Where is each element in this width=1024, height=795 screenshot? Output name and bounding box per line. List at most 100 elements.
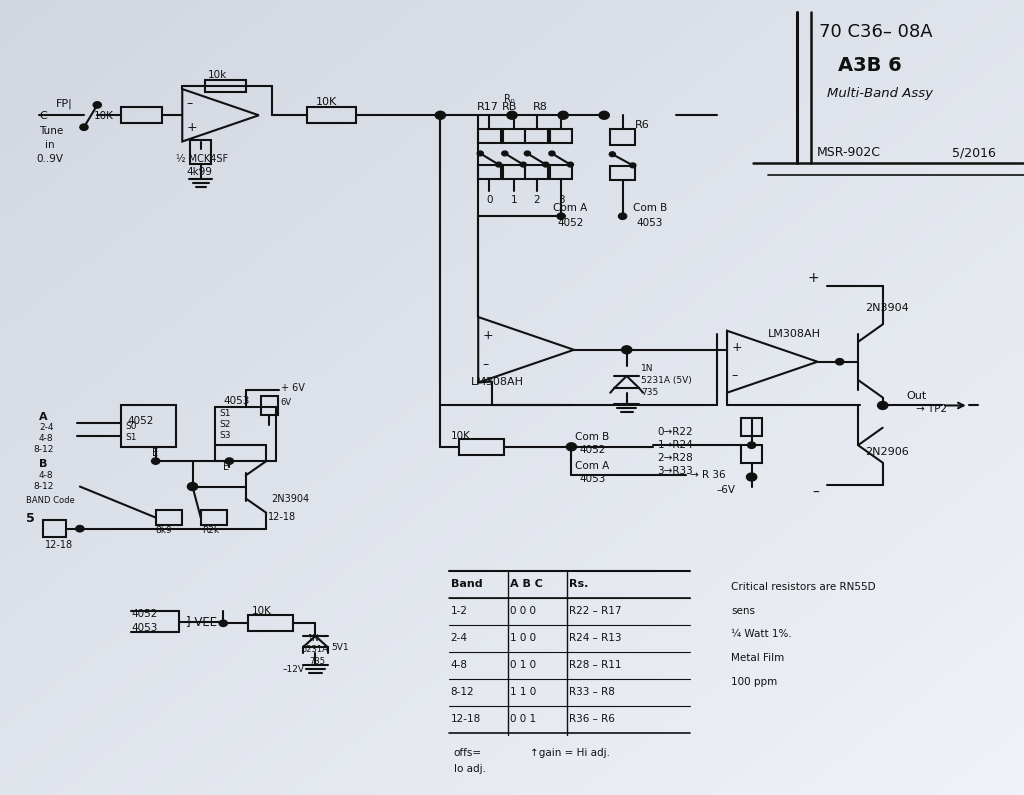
Text: B: B	[39, 460, 47, 469]
Circle shape	[836, 359, 844, 365]
Text: 4053: 4053	[223, 396, 250, 405]
Text: lo adj.: lo adj.	[454, 764, 485, 774]
Text: +: +	[482, 328, 493, 342]
Text: Com B: Com B	[575, 432, 609, 442]
Text: R24 – R13: R24 – R13	[569, 634, 622, 643]
Text: 4053: 4053	[580, 474, 606, 483]
Bar	[525, 129, 548, 143]
Bar	[478, 129, 501, 143]
Bar	[741, 418, 762, 436]
Circle shape	[93, 102, 101, 108]
Text: 0 0 1: 0 0 1	[510, 715, 537, 724]
Text: ¼ Watt 1%.: ¼ Watt 1%.	[731, 630, 792, 639]
Circle shape	[435, 111, 445, 119]
Text: 10K: 10K	[315, 97, 337, 107]
Text: Rs.: Rs.	[569, 580, 589, 589]
Text: + 6V: + 6V	[281, 383, 304, 393]
Text: 8-12: 8-12	[34, 482, 54, 491]
Text: 735: 735	[641, 388, 658, 398]
Circle shape	[524, 151, 530, 156]
Bar	[610, 129, 635, 145]
Text: S1: S1	[125, 432, 136, 442]
Text: –: –	[482, 358, 488, 371]
Text: 2N3904: 2N3904	[271, 494, 309, 504]
Bar	[503, 165, 525, 179]
Circle shape	[152, 458, 160, 464]
Text: 4052: 4052	[557, 218, 584, 227]
Bar	[550, 165, 572, 179]
Text: R2k: R2k	[202, 525, 219, 535]
Text: 2→R28: 2→R28	[657, 453, 693, 463]
Text: –: –	[812, 486, 819, 500]
Bar	[307, 107, 356, 123]
Bar	[503, 129, 525, 143]
Text: Metal Film: Metal Film	[731, 653, 784, 663]
Text: BAND Code: BAND Code	[26, 496, 75, 506]
Text: ↑gain = Hi adj.: ↑gain = Hi adj.	[530, 748, 610, 758]
Text: 8-12: 8-12	[34, 445, 54, 455]
Circle shape	[549, 151, 555, 156]
Text: 4-8: 4-8	[39, 471, 53, 480]
Text: Com A: Com A	[553, 204, 587, 213]
Text: LM308AH: LM308AH	[471, 377, 524, 386]
Text: 8-12: 8-12	[451, 688, 474, 697]
Circle shape	[496, 162, 502, 167]
Bar	[610, 166, 635, 180]
Circle shape	[878, 401, 888, 409]
Circle shape	[622, 346, 632, 354]
Circle shape	[507, 111, 517, 119]
Circle shape	[558, 111, 568, 119]
Text: FP|: FP|	[56, 98, 73, 109]
Text: –6V: –6V	[717, 485, 736, 494]
Text: Tune: Tune	[39, 126, 63, 136]
Text: 1: 1	[511, 196, 517, 205]
Text: 70 C36– 08A: 70 C36– 08A	[819, 23, 933, 41]
Circle shape	[219, 620, 227, 626]
Text: 0..9V: 0..9V	[37, 154, 63, 164]
Circle shape	[80, 124, 88, 130]
Text: 2N3904: 2N3904	[865, 304, 909, 313]
Text: Com A: Com A	[575, 461, 609, 471]
Text: Rₙ: Rₙ	[504, 94, 514, 103]
Circle shape	[630, 163, 636, 168]
Circle shape	[502, 151, 508, 156]
Bar	[248, 615, 293, 631]
Circle shape	[618, 213, 627, 219]
Text: 4052: 4052	[131, 609, 158, 619]
Text: R36 – R6: R36 – R6	[569, 715, 615, 724]
Bar	[478, 165, 501, 179]
Text: A: A	[39, 412, 47, 421]
Text: MSR-902C: MSR-902C	[817, 146, 881, 159]
Text: 3: 3	[558, 196, 564, 205]
Circle shape	[543, 162, 549, 167]
Bar	[741, 445, 762, 463]
Bar	[215, 407, 276, 461]
Text: 1N: 1N	[641, 364, 653, 374]
Text: S2: S2	[219, 420, 230, 429]
Bar	[550, 129, 572, 143]
Text: 2: 2	[534, 196, 540, 205]
Text: +: +	[186, 121, 197, 134]
Text: 12-18: 12-18	[45, 541, 73, 550]
Text: 0 0 0: 0 0 0	[510, 607, 536, 616]
Bar	[156, 510, 182, 525]
Text: 6V: 6V	[281, 398, 292, 407]
Text: → R 36: → R 36	[690, 471, 726, 480]
Text: 5231A (5V): 5231A (5V)	[641, 375, 692, 385]
Text: Com B: Com B	[633, 204, 667, 213]
Text: 4-8: 4-8	[39, 434, 53, 444]
Bar	[459, 439, 504, 455]
Circle shape	[557, 213, 565, 219]
Text: 100 ppm: 100 ppm	[731, 677, 777, 687]
Text: 2-4: 2-4	[451, 634, 468, 643]
Text: –12V: –12V	[283, 665, 304, 674]
Text: 3→R33: 3→R33	[657, 466, 693, 475]
Text: R17: R17	[477, 102, 499, 111]
Circle shape	[599, 111, 609, 119]
Text: 4052: 4052	[127, 417, 154, 426]
Text: sens: sens	[731, 606, 755, 615]
Text: C: C	[39, 111, 47, 121]
Text: RB: RB	[502, 102, 517, 111]
Text: Critical resistors are RN55D: Critical resistors are RN55D	[731, 582, 876, 591]
Text: A B C: A B C	[510, 580, 543, 589]
